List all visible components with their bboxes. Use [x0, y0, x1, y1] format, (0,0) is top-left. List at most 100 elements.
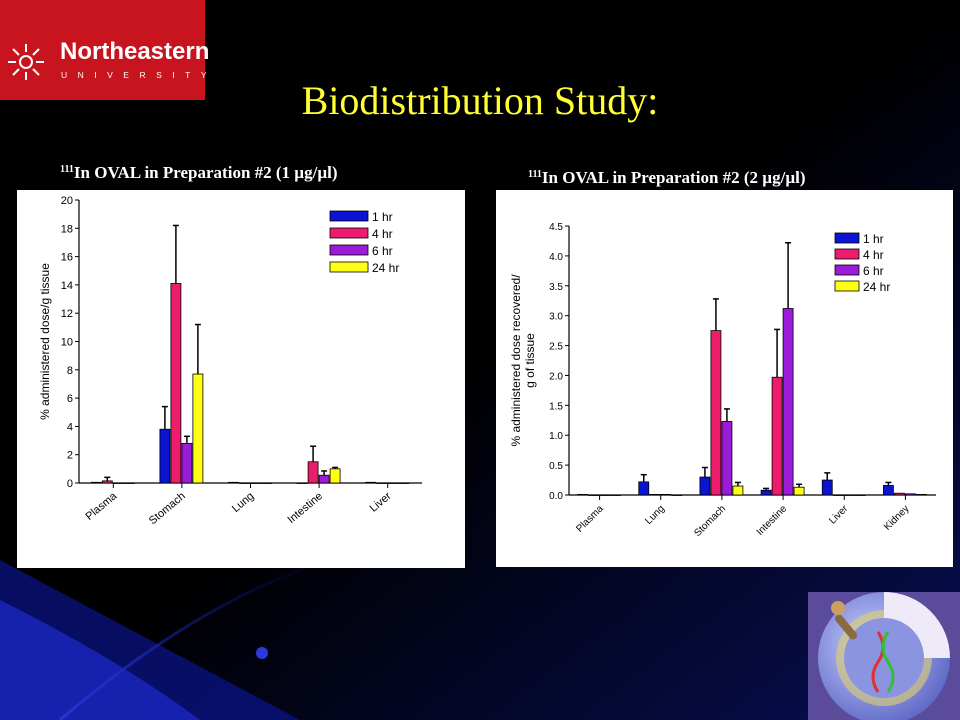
bar	[192, 373, 204, 484]
y-tick-label: 0.5	[549, 461, 563, 472]
bar	[112, 482, 124, 484]
y-tick-label: 4.5	[549, 222, 563, 233]
chart-panel-1: 0 2 4 6 8 10 12 14 16 18 20 % administered dose/g t…	[17, 190, 465, 568]
y-tick-label: 4	[67, 421, 73, 433]
x-tick-label: Intestine	[285, 490, 325, 526]
y-axis-label: % administered dose recovered/g of tissu…	[509, 274, 537, 447]
y-tick-label: 8	[67, 365, 73, 377]
bar	[610, 494, 621, 496]
x-tick-label: Intestine	[755, 503, 790, 538]
x-tick-label: Lung	[230, 490, 256, 515]
legend-label: 1 hr	[372, 210, 393, 224]
legend-label: 4 hr	[372, 227, 393, 241]
bar	[699, 476, 711, 496]
y-tick-label: 16	[61, 252, 73, 264]
legend-label: 24 hr	[372, 261, 399, 275]
bar	[721, 421, 733, 496]
legend-swatch	[329, 261, 369, 273]
bar	[671, 494, 683, 496]
y-tick-label: 2.5	[549, 342, 563, 353]
chart-1: 0 2 4 6 8 10 12 14 16 18 20 % administered dose/g t…	[38, 195, 422, 527]
right-subtitle-text: In OVAL in Preparation #2 (2 µg/µl)	[541, 168, 806, 187]
y-tick-label: 0.0	[549, 491, 563, 502]
y-tick-label: 3.5	[549, 282, 563, 293]
isotope-superscript: 111	[528, 169, 542, 180]
x-tick-label: Stomach	[147, 490, 188, 527]
bar	[894, 492, 905, 496]
bar	[250, 482, 261, 484]
bar	[398, 482, 410, 484]
legend-swatch	[834, 264, 860, 276]
bar	[181, 442, 193, 484]
legend-label: 4 hr	[863, 248, 884, 262]
y-tick-label: 0	[67, 478, 73, 490]
bar	[732, 485, 744, 496]
y-tick-label: 3.0	[549, 312, 563, 323]
y-tick-label: 12	[61, 308, 73, 320]
bar	[239, 482, 250, 484]
left-subtitle-text: In OVAL in Preparation #2 (1 µg/µl)	[73, 163, 338, 182]
y-tick-label: 1.0	[549, 431, 563, 442]
y-tick-label: 18	[61, 223, 73, 235]
y-tick-label: 2	[67, 450, 73, 462]
legend-swatch	[329, 210, 369, 222]
sunburst-icon	[8, 44, 44, 80]
bar	[101, 480, 113, 484]
bar	[771, 376, 783, 496]
bar	[588, 494, 599, 496]
bar	[905, 493, 916, 496]
x-tick-label: Kidney	[882, 503, 911, 532]
legend-label: 6 hr	[372, 244, 393, 258]
university-logo: Northeastern UNIVERSITY	[0, 0, 209, 100]
x-tick-label: Stomach	[692, 503, 728, 539]
y-tick-label: 4.0	[549, 252, 563, 263]
bar	[710, 330, 722, 496]
bar	[916, 494, 927, 496]
legend-swatch	[834, 232, 860, 244]
legend-swatch	[329, 244, 369, 256]
legend-label: 24 hr	[863, 280, 890, 294]
bar	[638, 481, 650, 496]
bar	[843, 494, 855, 496]
bar	[261, 482, 272, 484]
isotope-superscript: 111	[60, 164, 74, 175]
legend-swatch	[329, 227, 369, 239]
bar	[832, 494, 844, 496]
bar	[760, 489, 772, 496]
bar	[883, 485, 894, 496]
bar	[90, 481, 102, 484]
y-tick-label: 6	[67, 393, 73, 405]
bar	[577, 494, 588, 496]
bar	[387, 482, 399, 484]
y-tick-label: 1.5	[549, 401, 563, 412]
x-tick-label: Plasma	[574, 503, 606, 535]
bar	[159, 428, 171, 484]
bar	[599, 494, 610, 496]
legend-swatch	[834, 248, 860, 260]
right-chart-subtitle: 111In OVAL in Preparation #2 (2 µg/µl)	[528, 165, 806, 188]
bar	[821, 479, 833, 496]
y-axis-label: % administered dose/g tissue	[38, 263, 52, 420]
bar	[170, 283, 182, 484]
slide-title: Biodistribution Study:	[301, 78, 659, 123]
x-tick-label: Plasma	[83, 490, 119, 523]
x-tick-label: Liver	[827, 503, 851, 527]
bar	[228, 481, 239, 484]
legend-swatch	[834, 280, 860, 292]
y-tick-label: 14	[61, 280, 73, 292]
bar	[793, 486, 805, 496]
chart-panel-2: 0.0 0.5 1.0 1.5 2.0 2.5 3.0 3.5 4.0 4.5 % administ…	[496, 190, 953, 567]
y-tick-label: 20	[61, 195, 73, 207]
legend-label: 6 hr	[863, 264, 884, 278]
y-tick-label: 2.0	[549, 371, 563, 382]
bar	[329, 468, 341, 484]
logo-wordmark: Northeastern	[60, 38, 210, 65]
bar	[376, 482, 388, 484]
bar	[782, 308, 794, 496]
liposome-illustration	[808, 592, 960, 720]
logo-subtitle: UNIVERSITY	[61, 70, 218, 80]
x-tick-label: Lung	[643, 503, 667, 527]
bar	[649, 494, 661, 496]
x-tick-label: Liver	[368, 490, 394, 515]
legend-label: 1 hr	[863, 232, 884, 246]
